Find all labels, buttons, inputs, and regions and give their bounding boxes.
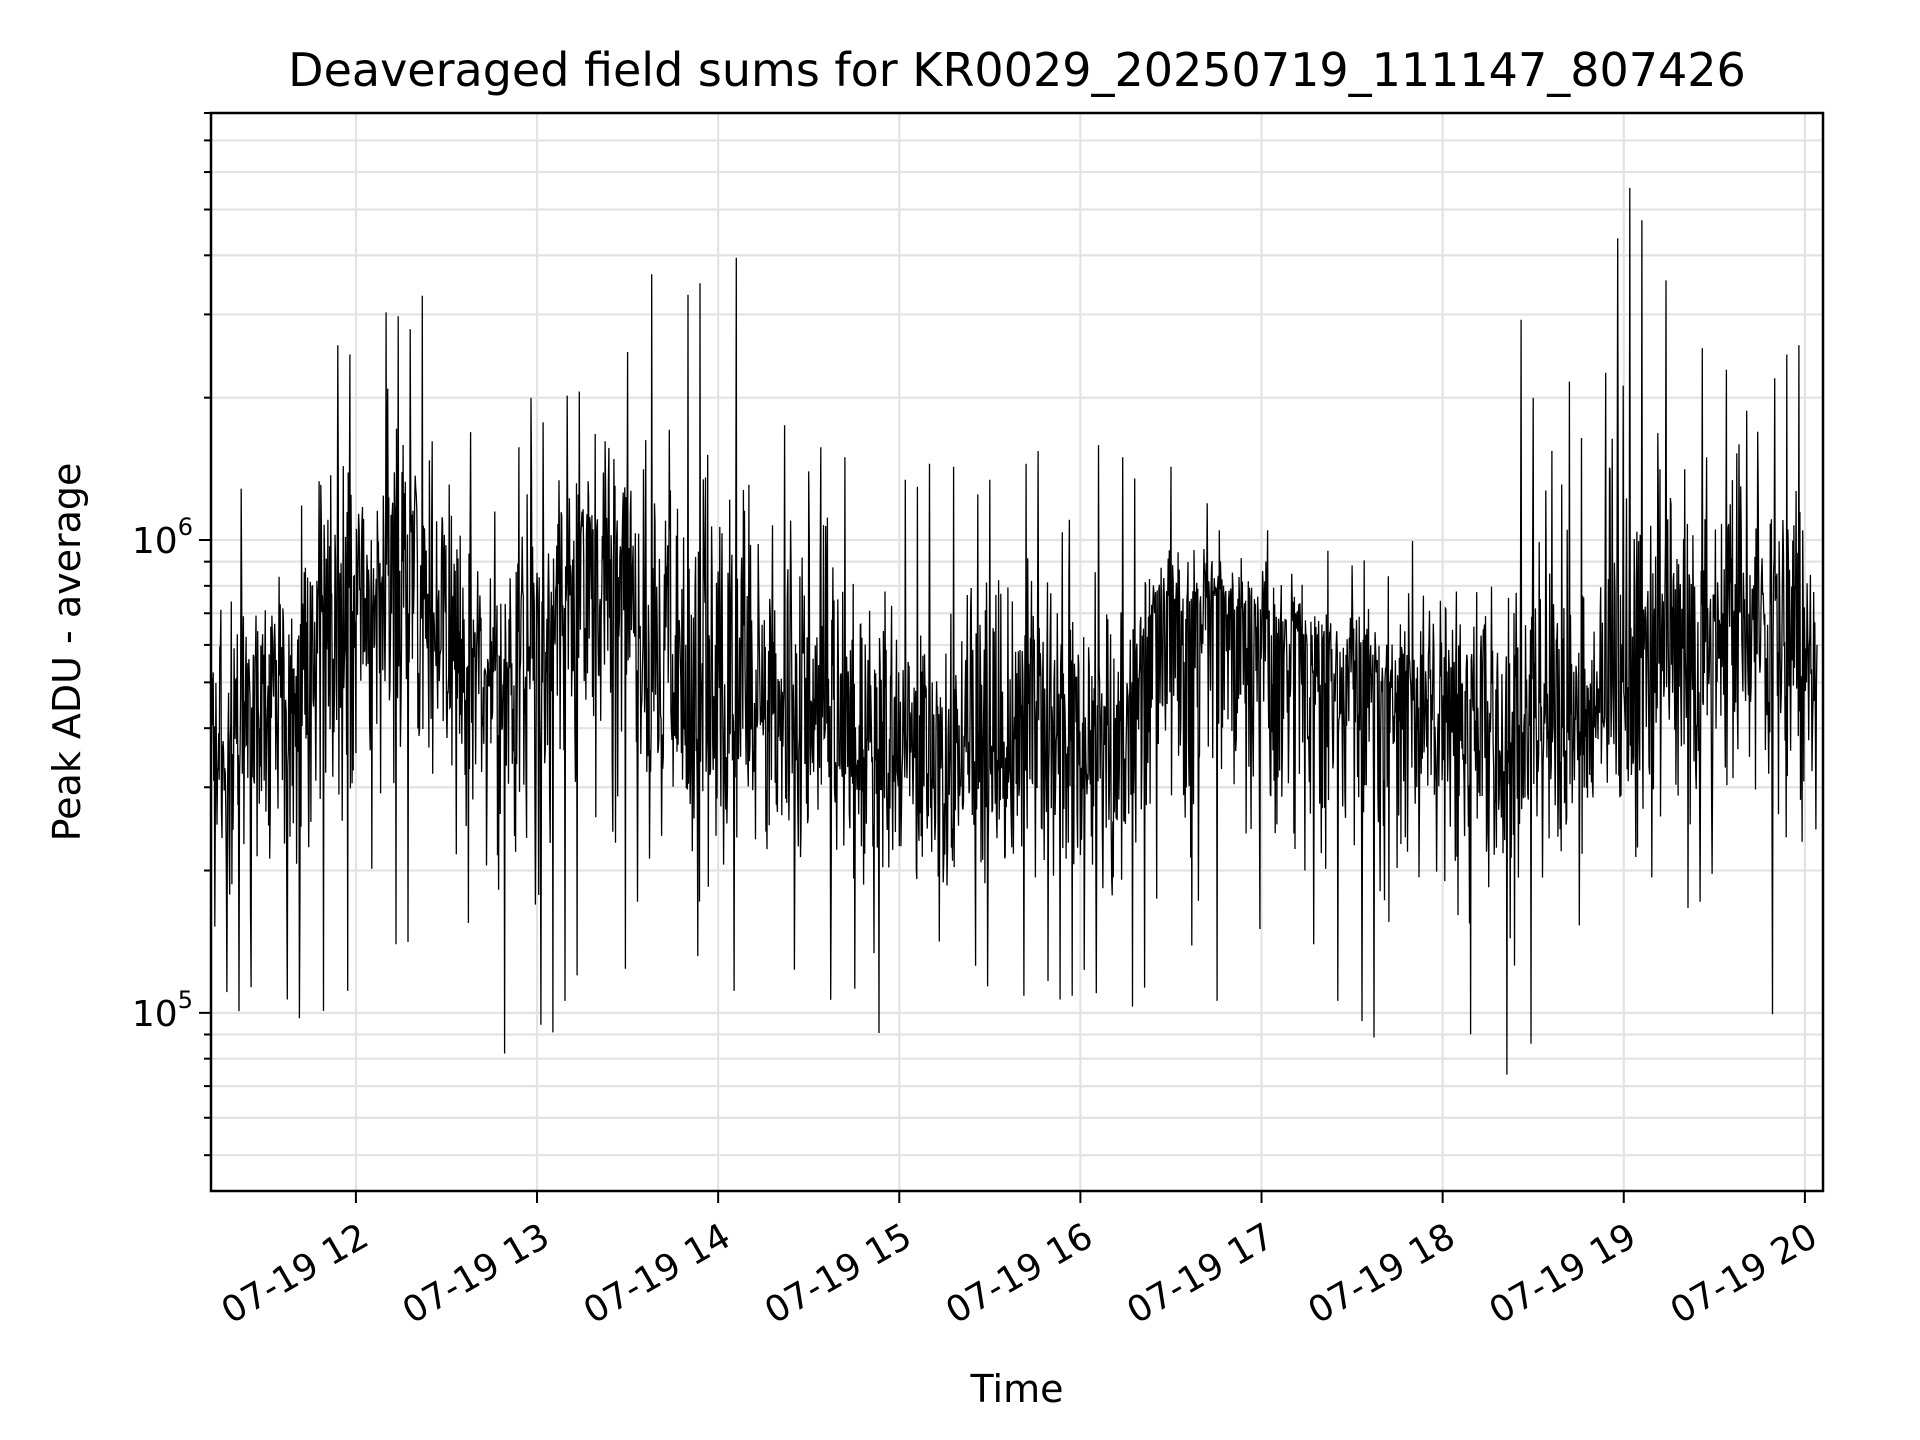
y-tick-exponent: 5 xyxy=(178,986,193,1014)
chart-title: Deaveraged field sums for KR0029_2025071… xyxy=(288,43,1746,97)
y-tick-label: 105 xyxy=(132,986,193,1035)
y-minor-ticks xyxy=(204,112,211,1157)
y-major-gridlines xyxy=(211,538,1823,1014)
y-tick-label: 106 xyxy=(132,513,193,562)
y-axis-label: Peak ADU - average xyxy=(45,463,89,842)
plot-frame xyxy=(209,111,1825,1193)
y-tick-base: 10 xyxy=(132,521,178,562)
y-tick-exponent: 6 xyxy=(178,513,193,541)
x-axis-label: Time xyxy=(970,1367,1064,1411)
series-line xyxy=(210,187,1818,1075)
y-tick-base: 10 xyxy=(132,994,178,1035)
